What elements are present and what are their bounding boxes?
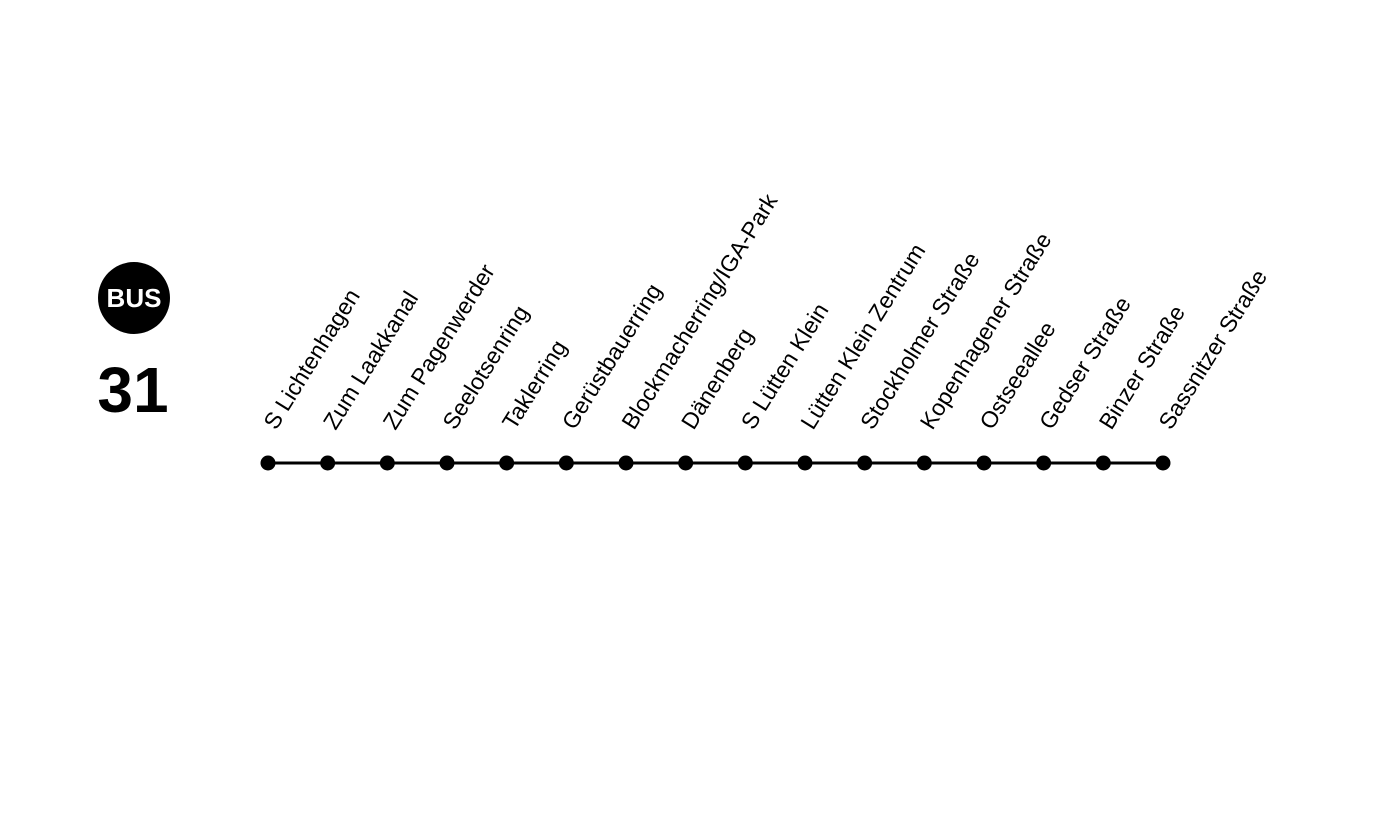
line-number: 31 bbox=[97, 354, 168, 426]
stop-dot bbox=[558, 455, 574, 471]
stop-label: Sassnitzer Straße bbox=[1153, 265, 1272, 434]
stop-dot bbox=[618, 455, 634, 471]
stop-dot bbox=[439, 455, 455, 471]
bus-badge bbox=[98, 262, 170, 334]
stop-dot bbox=[1036, 455, 1052, 471]
stop-dot bbox=[320, 455, 336, 471]
stop-dot bbox=[379, 455, 395, 471]
stop-dot bbox=[857, 455, 873, 471]
stop-dot bbox=[1095, 455, 1111, 471]
stop-dot bbox=[260, 455, 276, 471]
stop-dot bbox=[1155, 455, 1171, 471]
stop-label: Zum Pagenwerder bbox=[378, 259, 500, 434]
stop-dot bbox=[678, 455, 694, 471]
bus-badge-text: BUS bbox=[107, 283, 162, 313]
stop-dot bbox=[976, 455, 992, 471]
stop-dot bbox=[737, 455, 753, 471]
stop-dot bbox=[916, 455, 932, 471]
stop-dot bbox=[499, 455, 515, 471]
stop-dot bbox=[797, 455, 813, 471]
